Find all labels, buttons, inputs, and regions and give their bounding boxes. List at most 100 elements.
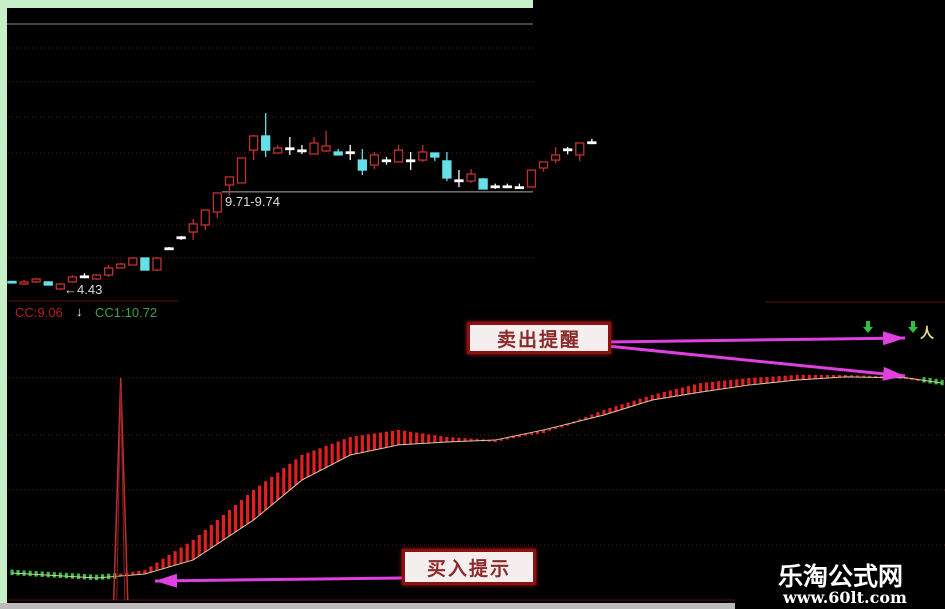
indicator-bar (723, 380, 727, 389)
candle-body (357, 159, 367, 171)
candle-body (587, 141, 597, 145)
indicator-bar (819, 374, 823, 379)
indicator-bar (16, 570, 20, 576)
indicator-bar (342, 439, 346, 459)
candle-body (526, 169, 537, 188)
candle-body (152, 257, 162, 271)
indicator-bar (934, 378, 938, 385)
running-person-icon: 人 (920, 325, 935, 341)
indicator-bar (215, 519, 219, 544)
indicator-bar (378, 432, 383, 449)
indicator-bar (258, 485, 262, 515)
indicator-bar (789, 375, 793, 381)
candle-body (116, 263, 126, 269)
indicator-bar (396, 429, 401, 445)
candle-body (91, 274, 102, 280)
indicator-bar (698, 383, 703, 393)
indicator-bar (620, 404, 624, 410)
indicator-bar (771, 376, 775, 383)
candle-body (164, 247, 174, 251)
candle-body (224, 176, 235, 186)
candle-body (393, 149, 404, 163)
indicator-spike-inner (116, 387, 126, 601)
buy-callout: 买入提示 (402, 549, 536, 585)
indicator-bar (348, 436, 352, 456)
watermark-name: 乐淘公式网 (778, 562, 904, 591)
candle-body (55, 283, 65, 290)
indicator-lower-line (11, 376, 943, 579)
indicator-bar (22, 570, 26, 576)
candle-body (31, 278, 41, 283)
indicator-bar (179, 547, 183, 564)
candle-body (309, 142, 319, 155)
cc-readout: CC:9.06 (15, 305, 63, 320)
indicator-bar (433, 435, 437, 443)
indicator-bar (608, 408, 612, 414)
indicator-bar (245, 494, 250, 524)
candle-body (369, 154, 380, 166)
indicator-bar (862, 375, 866, 378)
indicator-bar (674, 389, 678, 397)
indicator-bar (324, 446, 328, 468)
indicator-bar (662, 391, 666, 399)
green-down-arrow-icon (911, 321, 915, 327)
indicator-bar (101, 574, 105, 580)
down-arrow-icon: ↓ (76, 304, 83, 319)
indicator-bar (415, 432, 419, 444)
indicator-bar (82, 573, 87, 580)
indicator-bar (64, 572, 68, 579)
candle-body (200, 209, 210, 226)
indicator-bar (711, 381, 715, 391)
indicator-bar (602, 409, 606, 415)
indicator-bar (10, 569, 14, 576)
candle-body (321, 145, 331, 152)
candle-body (236, 157, 247, 184)
candle-body (466, 173, 476, 182)
indicator-bar (173, 551, 177, 566)
candle-body (128, 257, 138, 266)
indicator-bar (270, 476, 274, 505)
indicator-bar (801, 374, 805, 380)
candle-body (19, 281, 29, 285)
indicator-bar (578, 419, 582, 422)
indicator-bar (547, 428, 552, 431)
indicator-bar (94, 574, 99, 581)
candle-body (442, 160, 452, 179)
indicator-bar (650, 394, 654, 401)
indicator-bar (70, 573, 74, 579)
indicator-bar (747, 378, 751, 386)
indicator-bar (28, 570, 32, 577)
indicator-bar (88, 574, 93, 580)
indicator-bar (777, 376, 781, 382)
indicator-bar (499, 438, 503, 441)
indicator-bar (638, 398, 642, 404)
indicator-bar (282, 468, 286, 496)
candle-body (140, 257, 150, 271)
indicator-bar (252, 490, 256, 520)
candle-body (333, 151, 343, 156)
indicator-bar (330, 443, 334, 465)
indicator-bar (46, 571, 50, 578)
indicator-bar (52, 572, 56, 578)
candle-body (103, 267, 114, 276)
indicator-bar (167, 555, 171, 567)
sell-arrow-curve (606, 344, 906, 378)
indicator-bar (584, 416, 588, 420)
indicator-bar (155, 562, 159, 571)
indicator-bar (294, 459, 298, 486)
candle-body (212, 192, 223, 213)
candle-body (502, 185, 512, 189)
candle-body (188, 223, 198, 233)
indicator-bar (312, 450, 316, 474)
indicator-bar (421, 433, 425, 444)
indicator-bar (366, 434, 370, 452)
indicator-bar (360, 435, 364, 453)
candle-body (381, 159, 392, 163)
indicator-bar (469, 438, 473, 442)
candle-body (297, 149, 307, 153)
candle-body (7, 280, 17, 284)
candle-body (550, 154, 561, 161)
indicator-bar (143, 570, 147, 575)
indicator-bar (209, 524, 213, 548)
indicator-bar (535, 431, 540, 434)
